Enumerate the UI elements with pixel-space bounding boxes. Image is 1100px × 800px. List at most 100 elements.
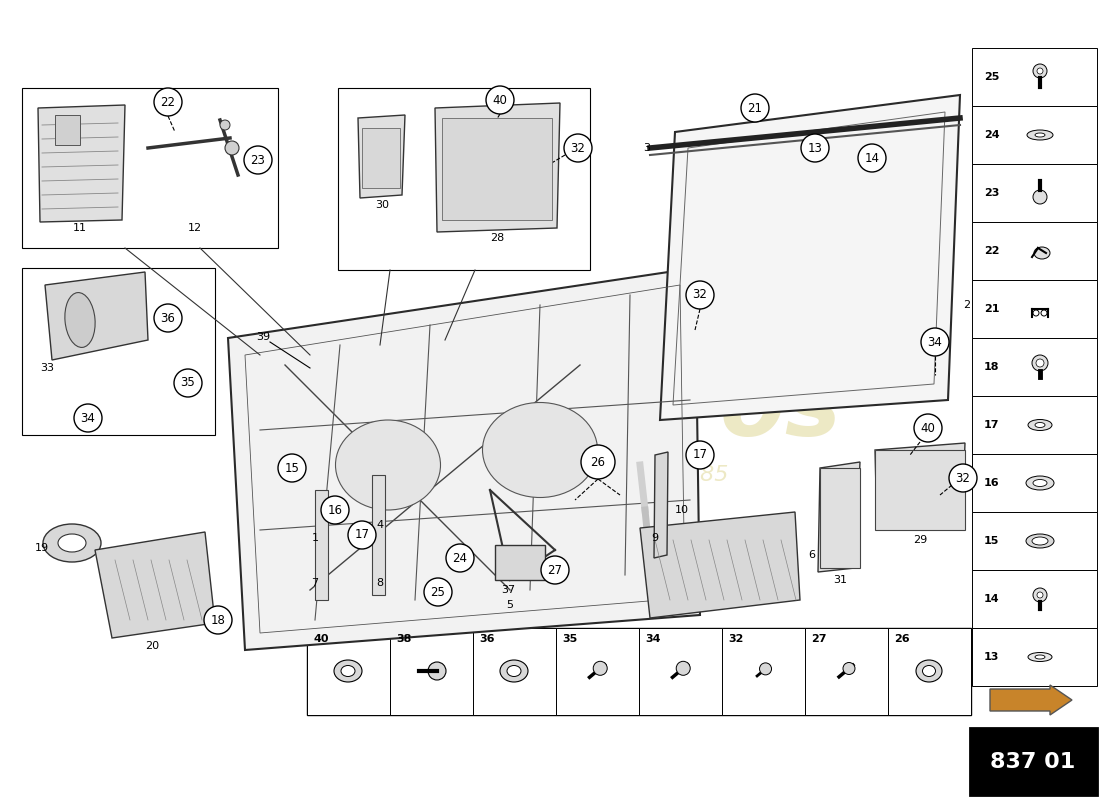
Ellipse shape (916, 660, 942, 682)
Bar (972, 512, 1097, 570)
Text: 21: 21 (748, 102, 762, 114)
Text: 40: 40 (493, 94, 507, 106)
Circle shape (1037, 68, 1043, 74)
Ellipse shape (483, 402, 597, 498)
Text: 32: 32 (693, 289, 707, 302)
Text: 3: 3 (644, 143, 650, 153)
Polygon shape (39, 105, 125, 222)
Text: 13: 13 (807, 142, 823, 154)
Text: 25: 25 (984, 72, 1000, 82)
Circle shape (1033, 588, 1047, 602)
Text: 38: 38 (396, 634, 411, 644)
Text: 30: 30 (375, 200, 389, 210)
Text: 20: 20 (145, 641, 160, 651)
Text: 14: 14 (984, 594, 1000, 604)
Text: 28: 28 (490, 233, 504, 243)
Circle shape (541, 556, 569, 584)
Text: 24: 24 (452, 551, 468, 565)
Circle shape (244, 146, 272, 174)
Ellipse shape (1026, 476, 1054, 490)
Bar (639, 628, 722, 715)
Text: 1: 1 (311, 533, 319, 543)
Ellipse shape (1028, 653, 1052, 662)
FancyArrow shape (990, 685, 1072, 715)
Text: 17: 17 (984, 420, 1000, 430)
Bar (55, 115, 80, 145)
Text: 31: 31 (833, 575, 847, 585)
Text: 5: 5 (506, 600, 514, 610)
Circle shape (1033, 64, 1047, 78)
Bar (338, 88, 590, 270)
Bar (972, 106, 1097, 164)
Ellipse shape (500, 660, 528, 682)
Ellipse shape (334, 660, 362, 682)
Text: 23: 23 (984, 188, 1000, 198)
Ellipse shape (1033, 479, 1047, 486)
Text: 35: 35 (562, 634, 578, 644)
Bar (874, 450, 965, 530)
Ellipse shape (1035, 422, 1045, 427)
Ellipse shape (1034, 247, 1050, 259)
Circle shape (348, 521, 376, 549)
Text: 36: 36 (161, 311, 175, 325)
Circle shape (858, 144, 886, 172)
Bar (972, 570, 1097, 628)
Circle shape (154, 88, 182, 116)
Polygon shape (434, 103, 560, 232)
Ellipse shape (1035, 133, 1045, 137)
Text: 26: 26 (894, 634, 910, 644)
Bar (315, 490, 328, 600)
Circle shape (220, 120, 230, 130)
Circle shape (801, 134, 829, 162)
Text: 22: 22 (161, 95, 176, 109)
Bar (442, 118, 552, 220)
Text: 18: 18 (984, 362, 1000, 372)
Text: 36: 36 (478, 634, 495, 644)
Text: 37: 37 (500, 585, 515, 595)
Bar (22, 88, 278, 248)
Ellipse shape (1027, 130, 1053, 140)
Circle shape (686, 441, 714, 469)
Text: 26: 26 (591, 455, 605, 469)
Text: 21: 21 (984, 304, 1000, 314)
Circle shape (154, 304, 182, 332)
Text: 32: 32 (956, 471, 970, 485)
Text: 27: 27 (548, 563, 562, 577)
Bar (972, 222, 1097, 280)
Text: 18: 18 (210, 614, 225, 626)
Circle shape (424, 578, 452, 606)
Ellipse shape (1032, 537, 1048, 545)
Text: 40: 40 (921, 422, 935, 434)
Text: 29: 29 (913, 535, 927, 545)
Ellipse shape (43, 524, 101, 562)
Text: 15: 15 (984, 536, 1000, 546)
Text: 9: 9 (651, 533, 659, 543)
Text: 837 01: 837 01 (990, 752, 1076, 772)
Text: 22: 22 (984, 246, 1000, 256)
Bar (972, 280, 1097, 338)
Circle shape (949, 464, 977, 492)
Ellipse shape (1028, 419, 1052, 430)
Circle shape (741, 94, 769, 122)
Polygon shape (640, 512, 800, 618)
Bar (820, 468, 860, 568)
Text: 34: 34 (927, 335, 943, 349)
Text: 24: 24 (984, 130, 1000, 140)
Text: 27: 27 (811, 634, 826, 644)
Circle shape (428, 662, 446, 680)
Text: 32: 32 (728, 634, 744, 644)
Polygon shape (228, 268, 700, 650)
Circle shape (914, 414, 942, 442)
Bar (972, 48, 1097, 106)
Ellipse shape (1035, 655, 1045, 659)
Text: euroceiros: euroceiros (278, 364, 842, 456)
Circle shape (1037, 592, 1043, 598)
Circle shape (1032, 355, 1048, 371)
Ellipse shape (1026, 534, 1054, 548)
Text: 12: 12 (188, 223, 202, 233)
Text: 2: 2 (962, 300, 970, 310)
Circle shape (1033, 310, 1039, 316)
Text: 15: 15 (285, 462, 299, 474)
Polygon shape (358, 115, 405, 198)
Circle shape (581, 445, 615, 479)
